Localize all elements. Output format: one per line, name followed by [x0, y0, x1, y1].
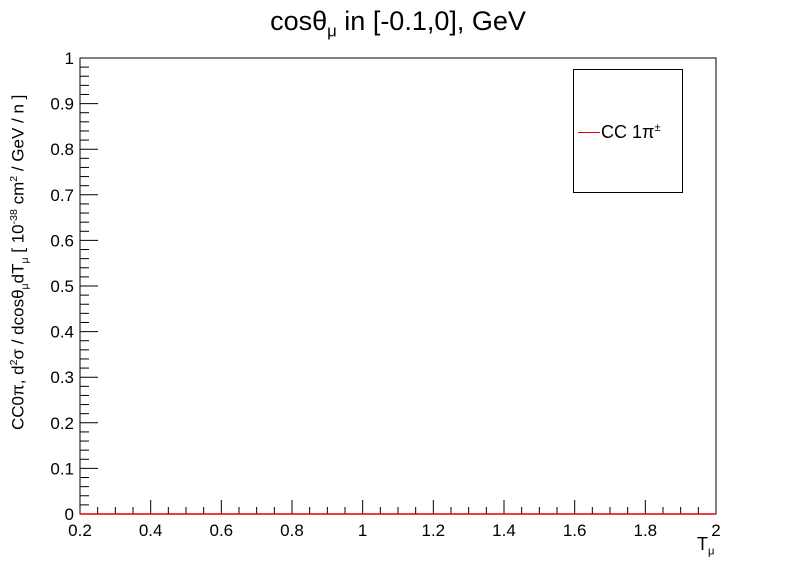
ylabel-part3-sub: μ [19, 257, 32, 264]
x-axis-label: Tμ [697, 534, 714, 558]
ylabel-part1: CC0π, d [8, 365, 28, 430]
x-tick-label: 0.2 [68, 521, 92, 540]
y-tick-label: 0.4 [50, 323, 74, 342]
axis-ticks: 0.2 0.4 0.6 0.8 1 1.2 1.4 1.6 1.8 2 0 0.1 0.2 0.3 0.4 0… [50, 49, 720, 540]
x-tick-label: 1.6 [563, 521, 587, 540]
x-tick-label: 0.8 [280, 521, 304, 540]
y-tick-label: 0.2 [50, 414, 74, 433]
ylabel-part4-sup: -38 [8, 209, 20, 225]
x-tick-label: 1.2 [422, 521, 446, 540]
legend-line-swatch [578, 132, 600, 133]
y-tick-label: 0.1 [50, 459, 74, 478]
title-main: cosθ [270, 6, 328, 36]
ylabel-part1-sup: 2 [8, 359, 20, 366]
x-tick-label: 1 [358, 521, 367, 540]
title-sub: μ [327, 21, 337, 41]
x-tick-label: 2 [711, 521, 720, 540]
legend-entry-label: CC 1π [601, 122, 655, 142]
legend: CC 1π± [573, 69, 683, 193]
ylabel-part5-sup: 2 [8, 175, 20, 182]
chart-title: cosθμ in [-0.1,0], GeV [0, 6, 796, 41]
ylabel-part5: cm [8, 181, 28, 210]
xlabel-sub: μ [708, 545, 715, 558]
x-tick-label: 1.8 [634, 521, 658, 540]
y-tick-label: 0.3 [50, 368, 74, 387]
ylabel-part6: / GeV / n ] [8, 94, 28, 176]
x-tick-label: 1.4 [492, 521, 516, 540]
y-tick-label: 0 [65, 505, 74, 524]
y-tick-label: 1 [65, 49, 74, 68]
legend-entry-sup: ± [654, 122, 661, 134]
ylabel-part4: [ 10 [8, 224, 28, 258]
ylabel-part2: σ / dcosθ [8, 289, 28, 360]
ylabel-part2-sub: μ [19, 283, 32, 290]
y-tick-label: 0.8 [50, 140, 74, 159]
x-tick-label: 0.6 [210, 521, 234, 540]
y-tick-label: 0.7 [50, 186, 74, 205]
y-tick-label: 0.5 [50, 277, 74, 296]
y-tick-label: 0.9 [50, 95, 74, 114]
x-tick-label: 0.4 [139, 521, 163, 540]
y-tick-label: 0.6 [50, 231, 74, 250]
legend-entry: CC 1π± [601, 122, 661, 143]
xlabel-main: T [697, 534, 708, 554]
ylabel-part3: dT [8, 263, 28, 284]
y-axis-label: CC0π, d2σ / dcosθμdTμ [ 10-38 cm2 / GeV … [8, 95, 31, 430]
title-rest: in [-0.1,0], GeV [336, 6, 526, 36]
